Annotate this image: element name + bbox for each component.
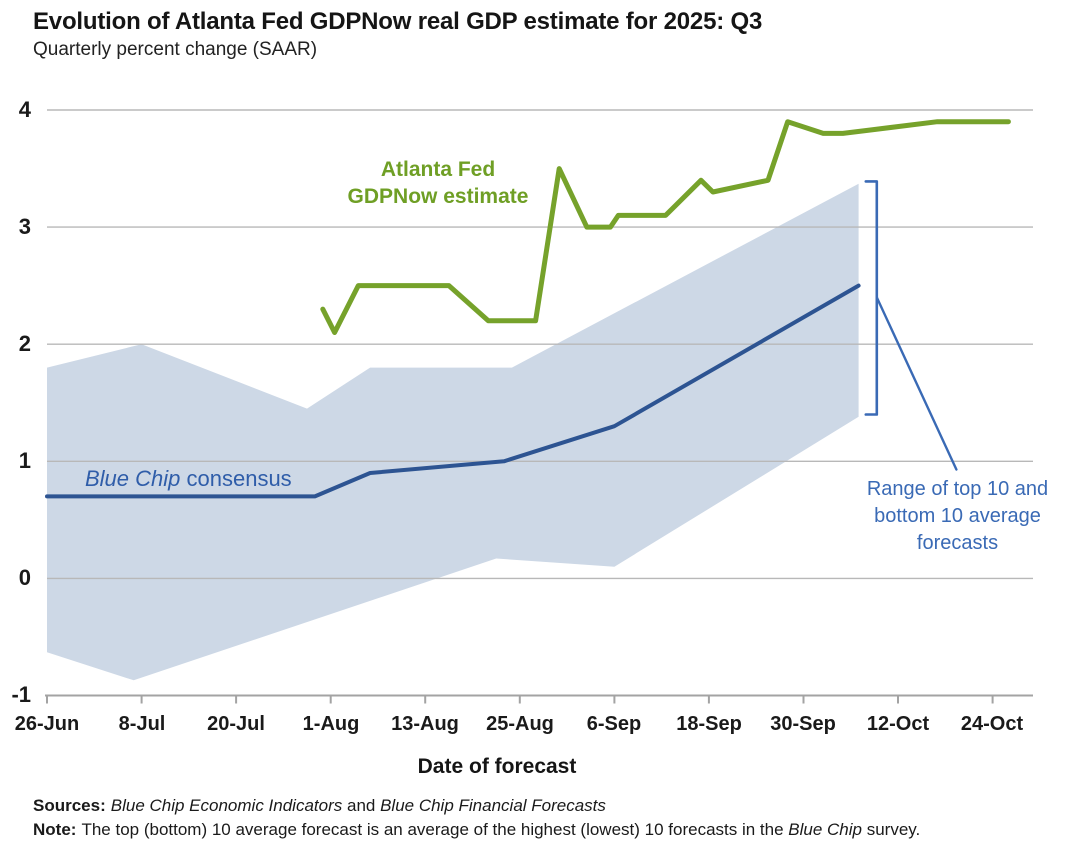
range-leader-line xyxy=(875,296,958,471)
gdpnow-series-label: Atlanta Fed GDPNow estimate xyxy=(288,156,588,210)
x-tick-label: 8-Jul xyxy=(118,713,166,735)
sources-line: Sources: Blue Chip Economic Indicators an… xyxy=(33,795,606,817)
source-publication-1: Blue Chip Economic Indicators xyxy=(110,796,343,815)
range-bracket xyxy=(864,180,879,416)
chart-subtitle: Quarterly percent change (SAAR) xyxy=(33,39,318,60)
consensus-label-italic-part: Blue Chip xyxy=(85,466,181,491)
x-tick-label: 12-Oct xyxy=(866,713,930,735)
x-tick-label: 24-Oct xyxy=(960,713,1024,735)
gdpnow-series-label-line2: GDPNow estimate xyxy=(347,185,529,208)
y-tick-label: 0 xyxy=(18,565,31,590)
x-tick-label: 18-Sep xyxy=(676,713,742,735)
range-annotation-label: Range of top 10 and bottom 10 average fo… xyxy=(855,476,1060,557)
sources-label: Sources: xyxy=(33,796,106,815)
note-text-end: survey. xyxy=(862,820,921,839)
range-label-line3: forecasts xyxy=(916,532,999,554)
chart-canvas xyxy=(45,109,1033,704)
page-title: Evolution of Atlanta Fed GDPNow real GDP… xyxy=(33,8,763,35)
y-tick-label: 3 xyxy=(18,214,31,239)
note-bluechip-italic: Blue Chip xyxy=(788,820,862,839)
consensus-series-label: Blue Chip consensus xyxy=(85,466,292,492)
x-tick-label: 13-Aug xyxy=(391,713,459,735)
x-tick-label: 20-Jul xyxy=(207,713,265,735)
consensus-line xyxy=(45,283,861,499)
sources-conjunction: and xyxy=(342,796,381,815)
range-label-line2: bottom 10 average xyxy=(874,505,1041,527)
y-tick-label: 2 xyxy=(18,331,31,356)
y-tick-label: 1 xyxy=(18,448,31,473)
range-label-line1: Range of top 10 and xyxy=(866,478,1049,500)
y-tick-label: -1 xyxy=(11,682,31,707)
x-axis-title: Date of forecast xyxy=(417,755,577,778)
x-tick-label: 30-Sep xyxy=(770,713,836,735)
x-tick-label: 6-Sep xyxy=(586,713,642,735)
note-line: Note: The top (bottom) 10 average forecas… xyxy=(33,819,920,841)
x-tick-label: 1-Aug xyxy=(302,713,360,735)
forecast-range-band xyxy=(47,183,859,681)
x-tick-label: 26-Jun xyxy=(14,713,80,735)
gdpnow-series-label-line1: Atlanta Fed xyxy=(380,158,496,181)
x-tick-label: 25-Aug xyxy=(486,713,554,735)
y-tick-label: 4 xyxy=(18,97,31,122)
consensus-label-regular-part: consensus xyxy=(180,466,292,491)
source-publication-2: Blue Chip Financial Forecasts xyxy=(380,796,606,815)
note-label: Note: xyxy=(33,820,77,839)
gdpnow-line xyxy=(320,119,1011,335)
note-text: The top (bottom) 10 average forecast is … xyxy=(81,820,789,839)
